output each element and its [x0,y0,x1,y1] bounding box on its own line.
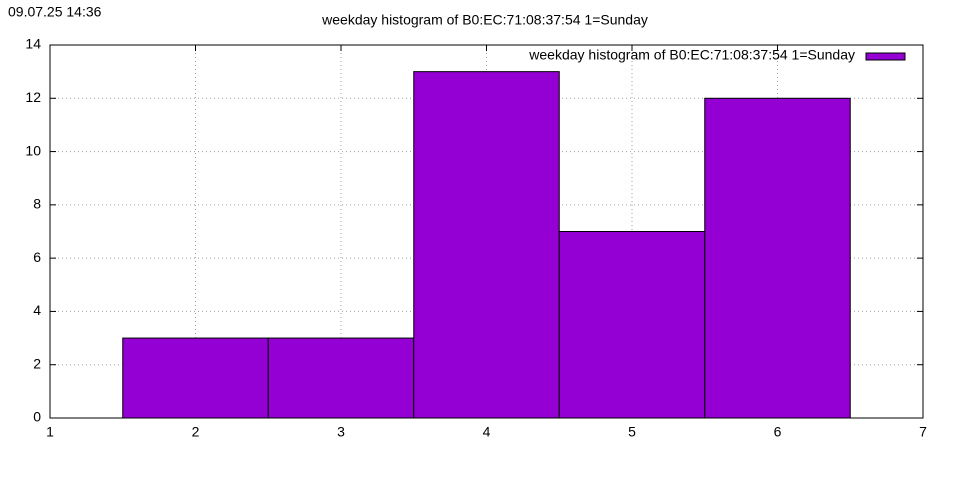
plot-border [49,44,924,419]
y-tick-label: 14 [25,36,41,52]
bar [122,337,269,419]
y-tick-label: 8 [33,196,41,212]
x-tick-label: 6 [774,424,782,440]
y-tick-label: 2 [33,355,41,371]
legend-label: weekday histogram of B0:EC:71:08:37:54 1… [528,47,855,63]
y-tick-label: 6 [33,249,41,265]
y-tick-label: 10 [25,142,41,158]
x-tick-label: 4 [483,424,491,440]
y-tick-label: 4 [33,302,41,318]
chart-title: weekday histogram of B0:EC:71:08:37:54 1… [321,12,648,28]
bar [267,337,415,419]
y-tick-label: 0 [33,409,41,425]
x-tick-label: 7 [919,424,927,440]
x-tick-label: 3 [337,424,345,440]
x-tick-label: 5 [628,424,636,440]
bar [704,97,851,419]
y-tick-label: 12 [25,89,41,105]
bar [413,71,560,419]
x-tick-label: 2 [192,424,200,440]
bar [558,231,706,419]
x-tick-label: 1 [46,424,54,440]
timestamp: 09.07.25 14:36 [8,4,102,20]
legend-swatch [865,52,906,61]
